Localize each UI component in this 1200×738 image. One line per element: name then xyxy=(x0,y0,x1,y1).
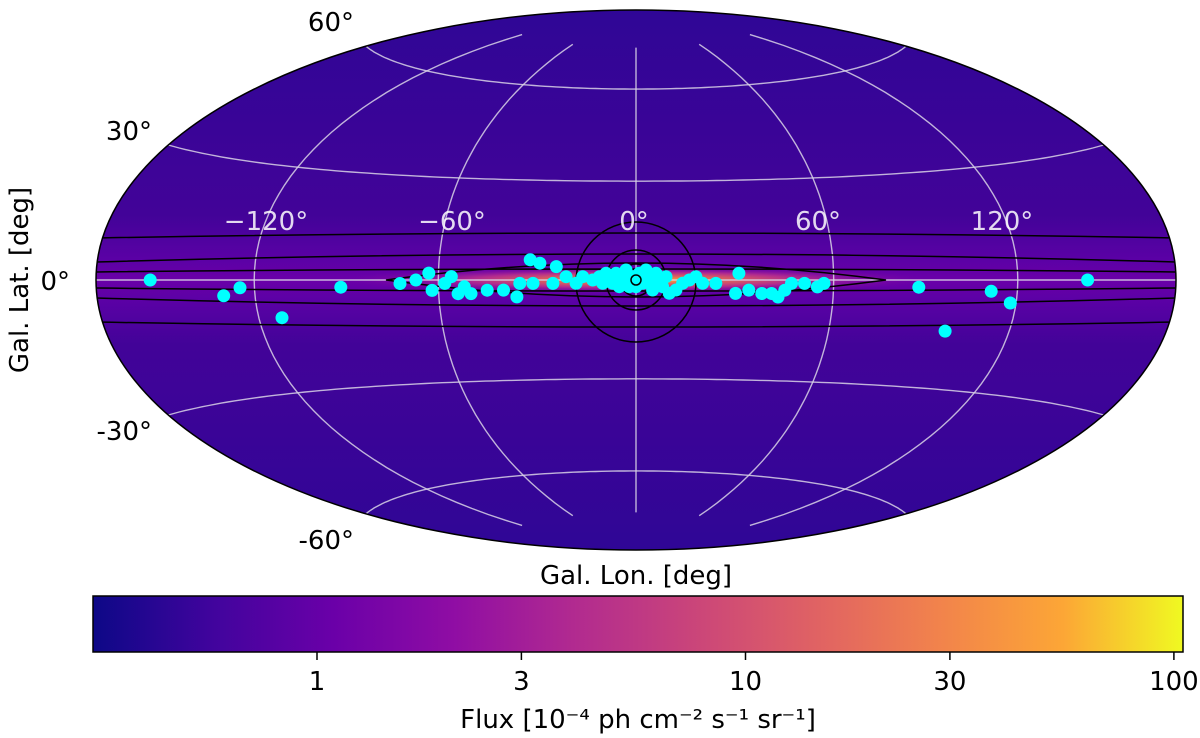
source-point xyxy=(729,286,742,300)
colorbar-tick-label: 10 xyxy=(729,667,762,697)
parallel-line xyxy=(365,45,907,90)
lat-tick-labels: 60° 30° 0° -30° -60° xyxy=(40,8,354,556)
parallel-line xyxy=(168,378,1104,416)
source-point xyxy=(810,280,824,294)
source-point xyxy=(732,266,746,280)
contour-band-mid-top xyxy=(96,253,1176,263)
y-axis-label: Gal. Lat. [deg] xyxy=(5,187,35,373)
source-point xyxy=(646,283,660,297)
source-point xyxy=(451,287,465,301)
source-point xyxy=(422,266,436,280)
source-point xyxy=(523,253,537,267)
source-point xyxy=(586,273,600,287)
source-point xyxy=(912,280,926,294)
graticule xyxy=(96,33,1176,527)
contour-lines xyxy=(96,221,1176,343)
source-point xyxy=(526,276,540,290)
source-point xyxy=(480,283,494,297)
lon-tick-label: 0° xyxy=(619,207,649,237)
source-point xyxy=(619,263,633,277)
source-point xyxy=(559,270,573,284)
lon-tick-label: −60° xyxy=(418,207,486,237)
contour-band-mid-bottom xyxy=(96,297,1176,307)
colorbar-tick-label: 30 xyxy=(933,667,966,697)
source-point xyxy=(393,277,407,290)
source-point xyxy=(217,289,231,303)
sky-border xyxy=(95,9,1177,551)
lat-tick-label: 60° xyxy=(308,8,354,38)
source-point xyxy=(709,276,723,290)
source-point xyxy=(1003,296,1017,310)
source-point xyxy=(438,276,452,290)
lat-tick-label: 30° xyxy=(106,117,152,147)
source-point xyxy=(1081,273,1095,287)
lon-tick-label: −120° xyxy=(224,207,308,237)
x-axis-label: Gal. Lon. [deg] xyxy=(540,561,732,591)
source-point xyxy=(984,284,998,298)
parallel-line xyxy=(168,144,1104,182)
lon-tick-label: 60° xyxy=(795,207,841,237)
lon-tick-labels: −120° −60° 0° 60° 120° xyxy=(224,207,1034,237)
parallel-line xyxy=(365,470,907,515)
source-point xyxy=(798,276,811,290)
source-point xyxy=(765,287,779,300)
lat-tick-label: 0° xyxy=(40,267,70,297)
source-markers xyxy=(143,253,1095,338)
source-point xyxy=(513,276,527,290)
source-point xyxy=(233,281,247,295)
source-point xyxy=(275,311,289,325)
source-point xyxy=(546,276,560,290)
source-point xyxy=(938,324,952,338)
lon-tick-label: 120° xyxy=(971,207,1034,237)
source-point xyxy=(425,283,439,297)
source-point xyxy=(143,273,157,287)
source-point xyxy=(549,260,563,274)
colorbar-ticks: 1 3 10 30 100 xyxy=(309,652,1199,697)
source-point xyxy=(510,290,524,304)
source-point xyxy=(409,273,423,287)
source-point xyxy=(742,283,756,297)
contour-core-overlay xyxy=(630,274,642,286)
contour-band-outer-top xyxy=(96,232,1176,239)
colorbar-tick-label: 3 xyxy=(513,667,530,697)
colorbar-tick-label: 100 xyxy=(1149,667,1199,697)
lat-tick-label: -30° xyxy=(97,417,152,447)
colorbar-label: Flux [10⁻⁴ ph cm⁻² s⁻¹ sr⁻¹] xyxy=(460,705,816,735)
lat-tick-label: -60° xyxy=(299,526,354,556)
colorbar-tick-label: 1 xyxy=(309,667,326,697)
source-point xyxy=(334,280,348,294)
source-point xyxy=(569,276,583,290)
source-point xyxy=(497,283,510,297)
colorbar xyxy=(92,595,1184,653)
contour-band-outer-bottom xyxy=(96,321,1176,328)
source-point xyxy=(755,287,769,300)
